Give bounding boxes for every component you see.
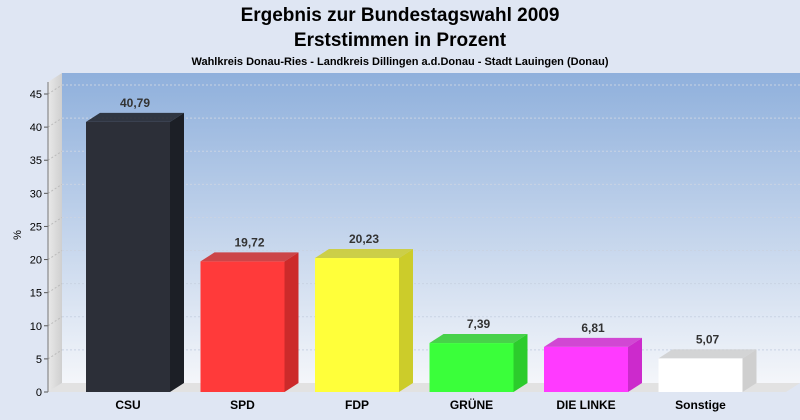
chart-subtitle: Erststimmen in Prozent — [294, 30, 507, 51]
y-tick-label: 5 — [36, 354, 42, 366]
y-axis: 0 5 10 15 20 25 30 35 40 45 — [30, 82, 49, 399]
x-axis-labels: CSU SPD FDP GRÜNE DIE LINKE Sonstige — [115, 397, 726, 412]
y-tick-label: 35 — [30, 155, 42, 167]
bar-front — [315, 258, 399, 392]
data-label: 6,81 — [581, 321, 605, 335]
grid-line-diag — [47, 117, 63, 128]
bar-top — [658, 349, 757, 359]
x-tick-label: FDP — [345, 398, 369, 412]
y-tick-label: 20 — [30, 255, 42, 267]
y-tick-label: 0 — [36, 387, 42, 399]
grid-line-diag — [47, 183, 63, 194]
grid-line-diag — [47, 84, 63, 95]
data-label: 7,39 — [467, 317, 491, 331]
bar-side — [170, 112, 184, 393]
y-tick-label: 30 — [30, 188, 42, 200]
x-tick-label: DIE LINKE — [556, 398, 615, 412]
bar: 5,07 — [658, 332, 757, 392]
bar: 7,39 — [429, 317, 528, 392]
bar-top — [315, 249, 413, 259]
bar-side — [628, 337, 642, 392]
y-tick-label: 15 — [30, 288, 42, 300]
bar-front — [429, 343, 514, 392]
bar-side — [399, 249, 413, 392]
x-tick-label: CSU — [115, 398, 140, 412]
grid-line-diag — [47, 349, 63, 360]
y-tick-label: 25 — [30, 221, 42, 233]
plot-left-wall — [48, 73, 62, 392]
bar-top — [429, 334, 528, 344]
plot-background — [62, 73, 800, 383]
bar-front — [544, 346, 628, 392]
y-axis-label: % — [12, 230, 24, 240]
bar-top — [86, 112, 184, 122]
bar-side — [513, 334, 528, 392]
bar-side — [742, 349, 757, 392]
bar: 19,72 — [200, 235, 299, 392]
x-tick-label: Sonstige — [675, 398, 726, 412]
bar-top — [200, 252, 299, 262]
data-label: 20,23 — [349, 232, 379, 246]
x-tick-label: SPD — [230, 398, 255, 412]
bar-front — [200, 261, 285, 392]
y-tick-label: 45 — [30, 89, 42, 101]
chart-title: Ergebnis zur Bundestagswahl 2009 — [241, 5, 560, 26]
bar: 40,79 — [86, 96, 184, 393]
x-tick-label: GRÜNE — [450, 397, 493, 412]
bar-front — [658, 358, 743, 392]
bar: 6,81 — [544, 321, 642, 392]
grid-line-diag — [47, 150, 63, 161]
bar: 20,23 — [315, 232, 413, 392]
data-label: 40,79 — [120, 96, 150, 110]
grid-line-diag — [47, 250, 63, 260]
data-label: 19,72 — [234, 235, 264, 249]
grid-line-diag — [47, 217, 63, 227]
bar-front — [86, 121, 170, 393]
grid-line-diag — [47, 283, 63, 294]
chart-subsubtitle: Wahlkreis Donau-Ries - Landkreis Dilling… — [191, 56, 608, 68]
grid-line-diag — [47, 316, 63, 327]
bar-side — [284, 252, 299, 392]
data-label: 5,07 — [696, 332, 720, 346]
y-tick-label: 40 — [30, 122, 42, 134]
y-tick-label: 10 — [30, 321, 42, 333]
bars: 40,79 19,72 20,23 7,39 6,81 5,07 — [86, 96, 757, 393]
bar-top — [544, 337, 642, 347]
